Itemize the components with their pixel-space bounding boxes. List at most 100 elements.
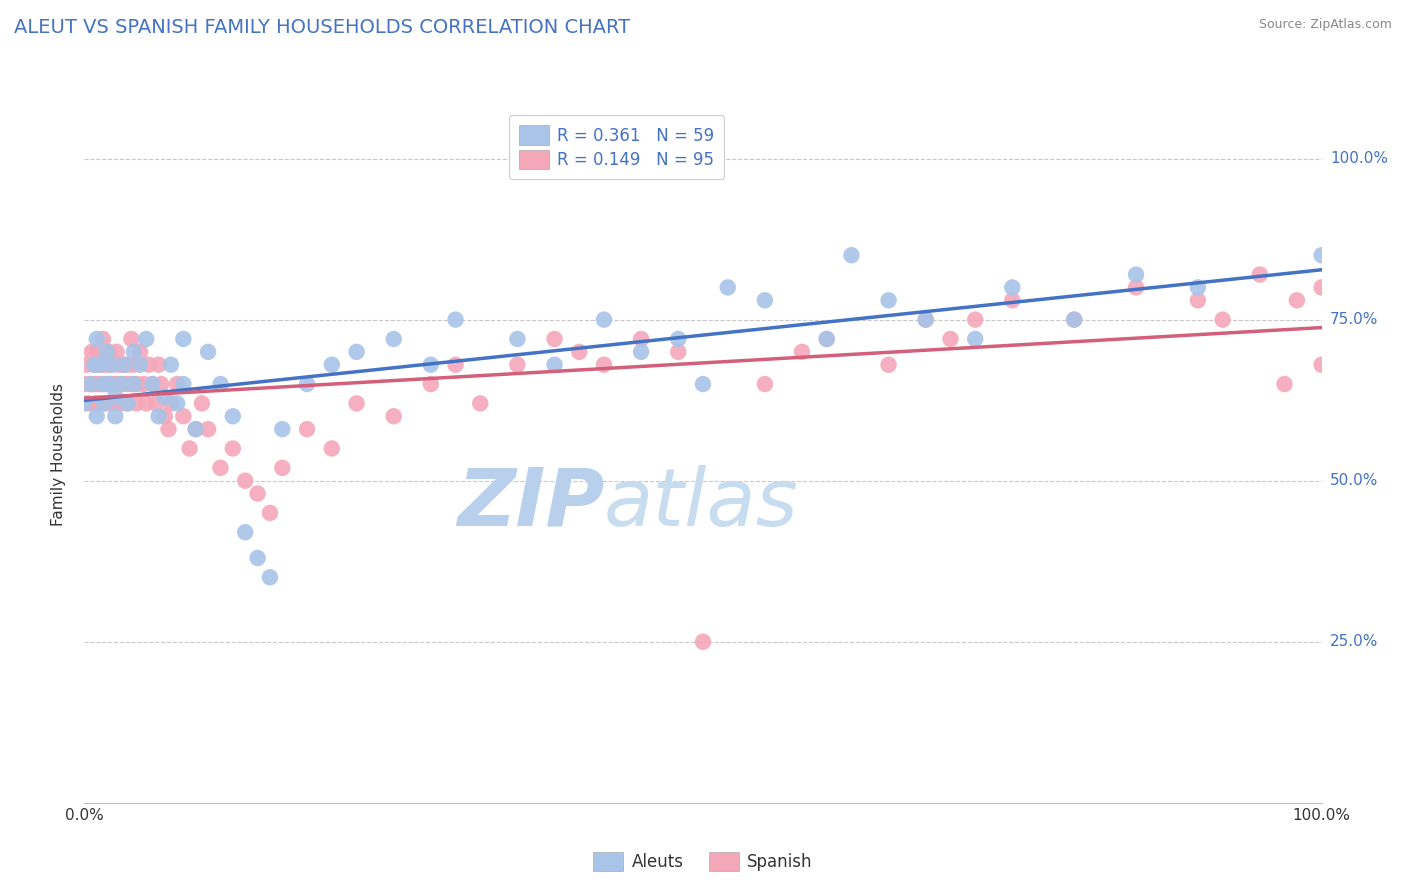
Point bbox=[444, 358, 467, 372]
Point bbox=[222, 409, 245, 424]
Point bbox=[122, 377, 145, 392]
Point bbox=[166, 396, 188, 410]
Point bbox=[91, 377, 114, 392]
Point bbox=[138, 358, 160, 372]
Point bbox=[191, 396, 214, 410]
Point bbox=[1249, 268, 1271, 282]
Point bbox=[125, 396, 148, 410]
Text: 50.0%: 50.0% bbox=[1330, 473, 1378, 488]
Point bbox=[382, 409, 405, 424]
Point bbox=[122, 358, 145, 372]
Point bbox=[76, 358, 98, 372]
Point bbox=[101, 358, 124, 372]
Point bbox=[100, 377, 122, 392]
Point bbox=[135, 332, 157, 346]
Point bbox=[108, 358, 131, 372]
Point bbox=[129, 344, 152, 359]
Point bbox=[506, 358, 529, 372]
Point bbox=[153, 409, 176, 424]
Point bbox=[110, 377, 132, 392]
Point bbox=[295, 422, 318, 436]
Point bbox=[91, 358, 114, 372]
Point bbox=[1310, 358, 1333, 372]
Point bbox=[197, 344, 219, 359]
Point bbox=[419, 377, 441, 392]
Point bbox=[117, 358, 139, 372]
Point bbox=[1310, 280, 1333, 294]
Point bbox=[141, 377, 163, 392]
Point bbox=[148, 358, 170, 372]
Point bbox=[543, 358, 565, 372]
Text: 25.0%: 25.0% bbox=[1330, 634, 1378, 649]
Point bbox=[271, 422, 294, 436]
Point bbox=[80, 344, 103, 359]
Point bbox=[630, 332, 652, 346]
Point bbox=[166, 377, 188, 392]
Point bbox=[246, 486, 269, 500]
Point bbox=[129, 358, 152, 372]
Point bbox=[209, 377, 232, 392]
Text: ALEUT VS SPANISH FAMILY HOUSEHOLDS CORRELATION CHART: ALEUT VS SPANISH FAMILY HOUSEHOLDS CORRE… bbox=[14, 18, 630, 37]
Point bbox=[1001, 280, 1024, 294]
Point bbox=[568, 344, 591, 359]
Point bbox=[79, 377, 101, 392]
Point bbox=[73, 377, 96, 392]
Point bbox=[112, 358, 135, 372]
Point bbox=[172, 332, 194, 346]
Y-axis label: Family Households: Family Households bbox=[51, 384, 66, 526]
Point bbox=[543, 332, 565, 346]
Point bbox=[965, 332, 987, 346]
Point bbox=[157, 422, 180, 436]
Point bbox=[593, 358, 616, 372]
Point bbox=[877, 358, 900, 372]
Point bbox=[666, 344, 689, 359]
Point bbox=[148, 409, 170, 424]
Point bbox=[153, 390, 176, 404]
Point bbox=[83, 358, 105, 372]
Point bbox=[110, 377, 132, 392]
Point bbox=[470, 396, 492, 410]
Text: 100.0%: 100.0% bbox=[1330, 151, 1388, 166]
Point bbox=[209, 460, 232, 475]
Point bbox=[100, 358, 122, 372]
Point bbox=[135, 396, 157, 410]
Point bbox=[914, 312, 936, 326]
Point bbox=[172, 409, 194, 424]
Point bbox=[815, 332, 838, 346]
Point bbox=[127, 377, 149, 392]
Point bbox=[82, 377, 104, 392]
Point bbox=[321, 442, 343, 456]
Point bbox=[117, 396, 139, 410]
Point bbox=[382, 332, 405, 346]
Point bbox=[150, 377, 173, 392]
Point bbox=[89, 377, 111, 392]
Point bbox=[104, 377, 127, 392]
Point bbox=[692, 377, 714, 392]
Point bbox=[914, 312, 936, 326]
Point bbox=[630, 344, 652, 359]
Point bbox=[841, 248, 863, 262]
Point bbox=[110, 396, 132, 410]
Point bbox=[94, 396, 117, 410]
Point bbox=[222, 442, 245, 456]
Point bbox=[754, 377, 776, 392]
Text: 75.0%: 75.0% bbox=[1330, 312, 1378, 327]
Point bbox=[346, 344, 368, 359]
Point bbox=[91, 332, 114, 346]
Point bbox=[96, 377, 118, 392]
Point bbox=[77, 396, 100, 410]
Point bbox=[1125, 268, 1147, 282]
Point bbox=[1125, 280, 1147, 294]
Point bbox=[145, 396, 167, 410]
Point bbox=[790, 344, 813, 359]
Point bbox=[444, 312, 467, 326]
Point bbox=[120, 332, 142, 346]
Point bbox=[179, 442, 201, 456]
Point bbox=[160, 358, 183, 372]
Point bbox=[1001, 293, 1024, 308]
Point bbox=[120, 377, 142, 392]
Point bbox=[79, 377, 101, 392]
Point bbox=[96, 344, 118, 359]
Point bbox=[160, 396, 183, 410]
Point bbox=[89, 396, 111, 410]
